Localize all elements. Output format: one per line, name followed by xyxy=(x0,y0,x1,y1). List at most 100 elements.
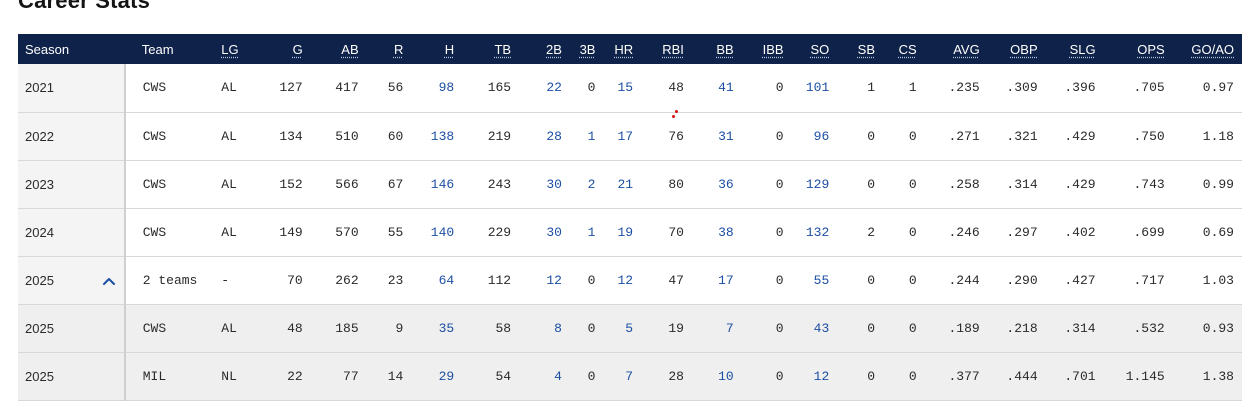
stat-link[interactable]: 30 xyxy=(546,176,562,192)
stat-link[interactable]: 98 xyxy=(438,80,455,96)
stat-link[interactable]: 28 xyxy=(546,128,562,144)
cell-value: 23 xyxy=(387,272,404,288)
cell-value: CWS xyxy=(142,224,167,240)
column-header-r[interactable]: R xyxy=(367,34,412,64)
column-header-sb[interactable]: SB xyxy=(837,34,883,64)
column-header-g[interactable]: G xyxy=(266,34,311,64)
stat-link[interactable]: 15 xyxy=(617,80,634,96)
column-header-bb[interactable]: BB xyxy=(692,34,742,64)
cell-value: 1.18 xyxy=(1202,128,1234,144)
cell-slg: .314 xyxy=(1046,304,1104,352)
stat-link[interactable]: 132 xyxy=(805,224,830,240)
cell-value: .314 xyxy=(1064,320,1096,336)
cell-g: 22 xyxy=(266,352,311,400)
stat-link[interactable]: 146 xyxy=(430,176,455,192)
column-header-b2[interactable]: 2B xyxy=(519,34,570,64)
column-header-obp[interactable]: OBP xyxy=(988,34,1046,64)
chevron-up-icon[interactable] xyxy=(102,276,116,286)
cell-value: .189 xyxy=(948,320,980,336)
column-header-label: GO/AO xyxy=(1191,41,1234,57)
stat-link[interactable]: 12 xyxy=(813,368,830,384)
cell-bb: 7 xyxy=(692,304,742,352)
stat-link[interactable]: 41 xyxy=(718,80,734,96)
column-header-goao[interactable]: GO/AO xyxy=(1173,34,1242,64)
stat-link[interactable]: 140 xyxy=(430,224,455,240)
cell-team: 2 teams xyxy=(125,256,222,304)
stat-link[interactable]: 19 xyxy=(617,224,634,240)
column-header-hr[interactable]: HR xyxy=(603,34,641,64)
stat-link[interactable]: 96 xyxy=(813,128,830,144)
column-header-lg[interactable]: LG xyxy=(221,34,266,64)
stat-link[interactable]: 12 xyxy=(617,272,634,288)
stat-link[interactable]: 29 xyxy=(438,368,455,384)
cell-sb: 1 xyxy=(837,64,883,112)
cell-value: 0 xyxy=(908,128,917,144)
cell-b2: 30 xyxy=(519,208,570,256)
cell-rbi: 47 xyxy=(641,256,692,304)
stat-link[interactable]: 138 xyxy=(430,128,455,144)
stat-link[interactable]: 17 xyxy=(617,128,634,144)
cell-so: 101 xyxy=(792,64,838,112)
cell-h: 140 xyxy=(411,208,462,256)
cell-cs: 1 xyxy=(883,64,925,112)
column-header-avg[interactable]: AVG xyxy=(925,34,988,64)
stat-link[interactable]: 43 xyxy=(813,320,830,336)
cell-value: 1.38 xyxy=(1202,368,1234,384)
stat-link[interactable]: 30 xyxy=(546,224,562,240)
column-header-h[interactable]: H xyxy=(411,34,462,64)
stat-link[interactable]: 17 xyxy=(718,272,734,288)
column-header-rbi[interactable]: RBI xyxy=(641,34,692,64)
cell-tb: 165 xyxy=(462,64,519,112)
cell-obp: .290 xyxy=(988,256,1046,304)
cell-value: 2025 xyxy=(25,368,54,384)
stat-link[interactable]: 2 xyxy=(587,176,596,192)
cell-team: CWS xyxy=(125,112,222,160)
column-header-cs[interactable]: CS xyxy=(883,34,925,64)
cell-obp: .444 xyxy=(988,352,1046,400)
stat-link[interactable]: 21 xyxy=(617,176,634,192)
cell-avg: .246 xyxy=(925,208,988,256)
stat-link[interactable]: 35 xyxy=(438,320,455,336)
stat-link[interactable]: 129 xyxy=(805,176,830,192)
stat-link[interactable]: 64 xyxy=(438,272,455,288)
stat-link[interactable]: 4 xyxy=(554,368,562,384)
column-header-slg[interactable]: SLG xyxy=(1046,34,1104,64)
stat-link[interactable]: 38 xyxy=(718,224,734,240)
stat-link[interactable]: 36 xyxy=(718,176,734,192)
stat-link[interactable]: 7 xyxy=(625,368,634,384)
column-header-ibb[interactable]: IBB xyxy=(742,34,792,64)
cell-goao: 1.18 xyxy=(1173,112,1242,160)
cell-value: 2024 xyxy=(25,224,54,240)
stat-link[interactable]: 22 xyxy=(546,80,562,96)
column-header-b3[interactable]: 3B xyxy=(570,34,604,64)
stat-link[interactable]: 55 xyxy=(813,272,830,288)
stat-link[interactable]: 10 xyxy=(718,368,734,384)
column-header-label: OBP xyxy=(1010,41,1038,57)
stat-link[interactable]: 31 xyxy=(718,128,734,144)
cell-lg: AL xyxy=(221,64,266,112)
cell-r: 67 xyxy=(367,160,412,208)
cell-value: 0 xyxy=(587,320,596,336)
cell-value: .701 xyxy=(1064,368,1096,384)
stat-link[interactable]: 5 xyxy=(625,320,634,336)
column-header-season: Season xyxy=(18,34,125,64)
table-row: 2024 CWS AL 149 570 55 140 229 30 1 19 70 38 0 132 2 0 .2… xyxy=(18,208,1242,256)
cell-season: 2025 xyxy=(18,304,126,352)
stat-link[interactable]: 1 xyxy=(587,224,596,240)
column-header-label: BB xyxy=(716,41,734,57)
column-header-label: OPS xyxy=(1137,41,1165,57)
column-header-tb[interactable]: TB xyxy=(462,34,519,64)
stat-link[interactable]: 1 xyxy=(587,128,596,144)
stat-link[interactable]: 7 xyxy=(725,320,734,336)
column-header-so[interactable]: SO xyxy=(792,34,838,64)
cell-value: 22 xyxy=(287,368,303,384)
column-header-ab[interactable]: AB xyxy=(311,34,367,64)
stat-link[interactable]: 101 xyxy=(805,80,830,96)
stat-link[interactable]: 8 xyxy=(554,320,562,336)
cell-cs: 0 xyxy=(883,352,925,400)
column-header-ops[interactable]: OPS xyxy=(1104,34,1173,64)
table-header: Season Team LG G AB R H TB 2B 3B HR RBI BB IBB SO SB CS A… xyxy=(18,34,1242,64)
cell-value: 76 xyxy=(668,128,684,144)
stat-link[interactable]: 12 xyxy=(546,272,562,288)
cell-slg: .427 xyxy=(1046,256,1104,304)
